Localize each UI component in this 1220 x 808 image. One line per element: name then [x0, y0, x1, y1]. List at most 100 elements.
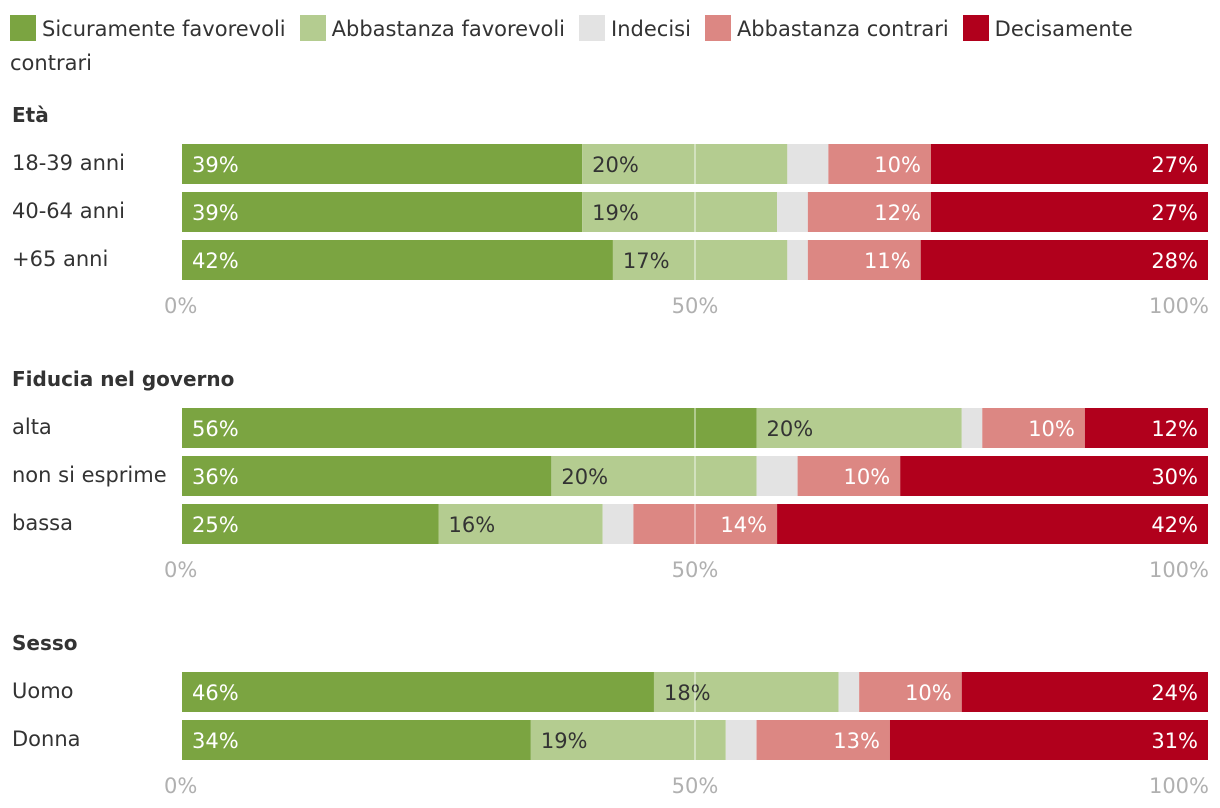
axis-tick-label: 100% [1149, 294, 1209, 318]
legend-label: Decisamente contrari [10, 17, 1133, 75]
bar-segment [787, 144, 829, 184]
data-label: 12% [1151, 417, 1198, 441]
bar-segment [182, 240, 613, 280]
data-label: 10% [874, 153, 921, 177]
bar-segment [633, 504, 778, 544]
data-label: 25% [192, 513, 239, 537]
legend-swatch [579, 15, 606, 41]
bar-segment [777, 192, 808, 232]
bar-segment [182, 456, 552, 496]
bar-segment [838, 672, 860, 712]
data-label: 12% [874, 201, 921, 225]
bar-segment [961, 408, 983, 448]
data-label: 42% [1151, 513, 1198, 537]
legend-label: Indecisi [611, 17, 691, 41]
bar-segment [787, 240, 808, 280]
legend-swatch [299, 15, 326, 41]
bar-segment [889, 720, 1208, 760]
bar-segment [756, 720, 890, 760]
data-label: 20% [767, 417, 814, 441]
row-label: 40-64 anni [12, 199, 125, 223]
data-label: 16% [449, 513, 496, 537]
axis-tick-label: 50% [672, 558, 719, 582]
group-title: Fiducia nel governo [12, 367, 234, 391]
data-label: 39% [192, 201, 239, 225]
group-title: Età [12, 103, 49, 127]
bar-segment [982, 408, 1085, 448]
legend: Sicuramente favorevoli Abbastanza favorev… [10, 12, 1200, 80]
legend-item: Sicuramente favorevoli [10, 15, 286, 41]
row-label: Uomo [12, 679, 74, 703]
row-label: non si esprime [12, 463, 167, 487]
legend-swatch [10, 15, 36, 41]
legend-item: Decisamente contrari [10, 15, 1133, 75]
legend-label: Abbastanza favorevoli [331, 17, 566, 41]
bar-segment [182, 144, 583, 184]
bar-segment [530, 720, 726, 760]
data-label: 18% [664, 681, 711, 705]
data-label: 10% [1028, 417, 1075, 441]
bar-segment [807, 192, 931, 232]
bar-segment [182, 408, 757, 448]
bar-segment [438, 504, 603, 544]
bar-segment [602, 504, 634, 544]
bar-segment [182, 504, 439, 544]
data-label: 20% [561, 465, 608, 489]
legend-swatch [962, 15, 989, 41]
data-label: 19% [541, 729, 588, 753]
axis-tick-label: 0% [164, 294, 197, 318]
data-label: 31% [1151, 729, 1198, 753]
axis-tick-label: 100% [1149, 774, 1209, 798]
legend-swatch [704, 15, 731, 41]
data-label: 17% [623, 249, 670, 273]
bar-segment [930, 144, 1208, 184]
bar-segment [807, 240, 921, 280]
bar-segment [725, 720, 757, 760]
legend-item: Indecisi [579, 15, 691, 41]
legend-item: Abbastanza contrari [704, 15, 949, 41]
data-label: 11% [864, 249, 911, 273]
data-label: 46% [192, 681, 239, 705]
bar-segment [920, 240, 1208, 280]
bar-segment [900, 456, 1208, 496]
bar-segment [756, 456, 798, 496]
data-label: 10% [905, 681, 952, 705]
bar-segment [828, 144, 931, 184]
bar-segment [182, 720, 531, 760]
bar-segment [182, 672, 654, 712]
bar-segment [582, 192, 778, 232]
row-label: bassa [12, 511, 73, 535]
row-label: alta [12, 415, 52, 439]
data-label: 42% [192, 249, 239, 273]
data-label: 24% [1151, 681, 1198, 705]
axis-tick-label: 50% [672, 774, 719, 798]
data-label: 13% [833, 729, 880, 753]
bar-segment [930, 192, 1208, 232]
row-label: Donna [12, 727, 81, 751]
data-label: 36% [192, 465, 239, 489]
data-label: 14% [720, 513, 767, 537]
row-label: 18-39 anni [12, 151, 125, 175]
data-label: 27% [1151, 201, 1198, 225]
data-label: 56% [192, 417, 239, 441]
bar-segment [961, 672, 1208, 712]
data-label: 30% [1151, 465, 1198, 489]
bar-segment [653, 672, 839, 712]
bar-segment [551, 456, 757, 496]
data-label: 20% [592, 153, 639, 177]
data-label: 27% [1151, 153, 1198, 177]
axis-tick-label: 0% [164, 558, 197, 582]
legend-label: Sicuramente favorevoli [42, 17, 286, 41]
data-label: 10% [844, 465, 891, 489]
bar-segment [859, 672, 962, 712]
data-label: 34% [192, 729, 239, 753]
bar-segment [756, 408, 962, 448]
axis-tick-label: 50% [672, 294, 719, 318]
legend-label: Abbastanza contrari [736, 17, 949, 41]
row-label: +65 anni [12, 247, 108, 271]
bar-segment [612, 240, 788, 280]
bar-segment [777, 504, 1208, 544]
bar-segment [797, 456, 901, 496]
